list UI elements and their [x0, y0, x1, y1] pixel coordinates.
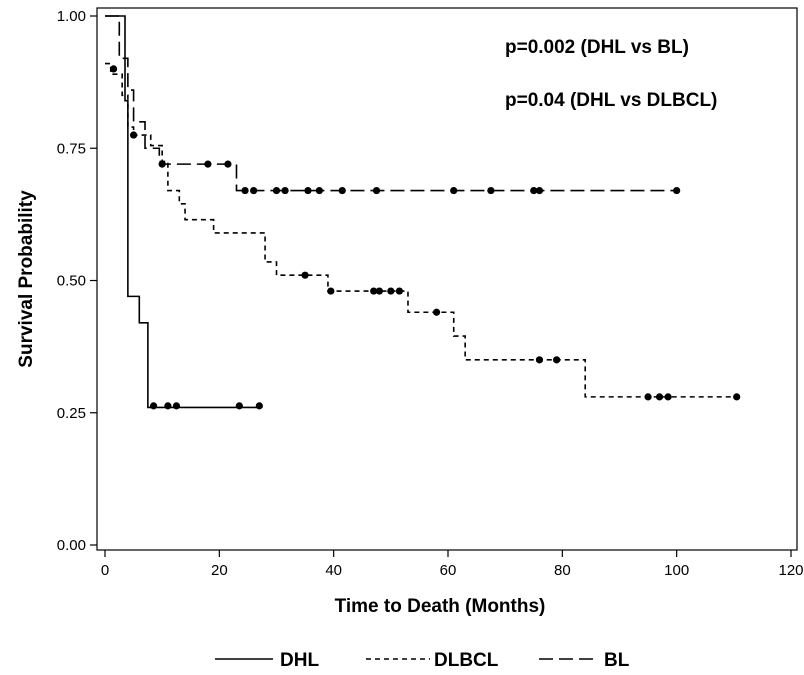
- x-tick-label: 60: [440, 562, 457, 579]
- series-line-dlbcl: [105, 62, 737, 398]
- x-tick-label: 100: [664, 562, 689, 579]
- censor-mark-bl: [224, 160, 232, 168]
- x-tick-label: 80: [554, 562, 571, 579]
- censor-mark-dhl: [149, 402, 158, 410]
- censor-mark-dhl: [255, 402, 263, 410]
- x-tick-label: 120: [778, 562, 803, 579]
- censor-mark-bl: [250, 186, 258, 195]
- annotation-p-dhl-vs-dlbcl: p=0.04 (DHL vs DLBCL): [505, 90, 717, 111]
- censor-mark-dlbcl: [301, 271, 309, 279]
- censor-mark-bl: [241, 186, 249, 195]
- censor-mark-dlbcl: [375, 287, 383, 295]
- censor-mark-dlbcl: [432, 308, 441, 316]
- censor-mark-dlbcl: [664, 393, 672, 401]
- censor-mark-bl: [158, 160, 166, 168]
- y-tick-label: 0.50: [57, 273, 86, 290]
- censor-mark-dlbcl: [387, 287, 395, 295]
- y-tick-label: 0.25: [57, 405, 86, 422]
- censor-mark-dlbcl: [327, 287, 335, 295]
- legend-label-dhl: DHL: [280, 650, 319, 671]
- censor-mark-dlbcl: [395, 287, 404, 295]
- series-layer: [105, 15, 741, 410]
- censor-mark-bl: [372, 186, 381, 195]
- censor-mark-dlbcl: [733, 393, 741, 401]
- censor-mark-dlbcl: [535, 356, 544, 364]
- censor-mark-bl: [535, 186, 544, 195]
- legend-label-bl: BL: [604, 650, 630, 671]
- y-tick-label: 1.00: [57, 8, 86, 25]
- censor-mark-bl: [204, 160, 212, 168]
- censor-mark-dlbcl: [655, 393, 664, 401]
- y-axis-title: Survival Probability: [16, 190, 37, 368]
- censor-mark-dlbcl: [553, 356, 561, 364]
- censor-mark-dlbcl: [644, 393, 652, 401]
- x-tick-label: 40: [325, 562, 342, 579]
- y-tick-label: 0.00: [57, 537, 86, 554]
- x-axis: 0 20 40 60 80 100 120: [101, 550, 804, 579]
- annotation-p-dhl-vs-bl: p=0.002 (DHL vs BL): [505, 37, 689, 58]
- censor-mark-bl: [487, 186, 495, 195]
- x-tick-label: 20: [211, 562, 228, 579]
- censor-mark-bl: [530, 186, 538, 195]
- x-axis-title: Time to Death (Months): [335, 596, 546, 617]
- censor-mark-dlbcl: [370, 287, 378, 295]
- censor-mark-dhl: [235, 402, 243, 410]
- y-tick-label: 0.75: [57, 140, 86, 157]
- x-tick-label: 0: [101, 562, 109, 579]
- censor-mark-dhl: [172, 402, 181, 410]
- series-line-bl: [105, 15, 677, 192]
- censor-mark-bl: [450, 186, 458, 195]
- censor-mark-bl: [281, 186, 289, 195]
- legend: DHL DLBCL BL: [215, 650, 630, 671]
- censor-mark-dhl: [164, 402, 172, 410]
- censor-mark-bl: [272, 186, 281, 195]
- censor-mark-bl: [338, 186, 346, 195]
- legend-label-dlbcl: DLBCL: [434, 650, 499, 671]
- censor-mark-dlbcl: [129, 131, 138, 139]
- censor-mark-bl: [304, 186, 312, 195]
- censor-mark-bl: [673, 186, 681, 195]
- censor-mark-bl: [315, 186, 323, 195]
- y-axis: 0.00 0.25 0.50 0.75 1.00: [57, 8, 97, 554]
- censor-mark-dhl: [109, 65, 118, 73]
- plot-frame: [96, 7, 798, 551]
